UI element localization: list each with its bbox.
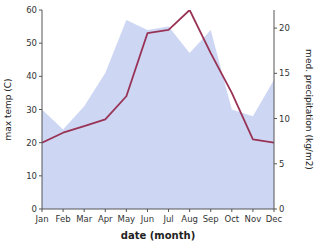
y-tick-label: 10 [26,171,37,181]
x-axis-line [42,209,274,210]
y2-tick [274,73,277,74]
y2-axis-label: med. precipitation (kg/m2) [304,49,314,170]
x-tick-label: Feb [56,214,71,224]
y-tick [39,109,42,110]
y2-tick [274,209,277,210]
x-tick-label: Nov [245,214,262,224]
x-tick-label: May [118,214,136,224]
x-tick [105,209,106,212]
y2-tick [274,28,277,29]
x-tick-label: Aug [181,214,198,224]
y-tick [39,209,42,210]
y-tick [39,43,42,44]
y-tick [39,142,42,143]
y-tick [39,175,42,176]
y-tick-label: 50 [26,38,37,48]
y2-tick-label: 0 [279,204,284,214]
x-tick [84,209,85,212]
y-tick-label: 60 [26,5,37,15]
x-tick [231,209,232,212]
x-tick-label: Apr [98,214,113,224]
chart: JanFebMarAprMayJunJulAugSepOctNovDec0102… [0,0,318,247]
x-tick-label: Sep [203,214,219,224]
y-tick-label: 20 [26,138,37,148]
x-tick [126,209,127,212]
y2-tick-label: 20 [279,23,290,33]
x-tick [63,209,64,212]
x-tick [147,209,148,212]
y-tick-label: 40 [26,71,37,81]
y-axis-label: max temp (C) [3,78,13,140]
y-tick [39,10,42,11]
y2-tick [274,163,277,164]
x-tick [252,209,253,212]
x-tick-label: Jul [162,214,173,224]
y2-tick-label: 5 [279,159,284,169]
y2-tick-label: 15 [279,68,290,78]
x-tick-label: Jan [34,214,48,224]
x-tick-label: Dec [266,214,283,224]
x-tick-label: Jun [140,214,154,224]
y-tick-label: 0 [32,204,37,214]
y2-axis-line [274,10,275,209]
x-tick-label: Mar [76,214,93,224]
x-tick-label: Oct [224,214,239,224]
precipitation-area [42,20,274,209]
x-axis-label: date (month) [121,230,195,241]
y-tick [39,76,42,77]
x-tick [168,209,169,212]
y2-tick [274,118,277,119]
temperature-line [42,10,274,143]
x-tick [189,209,190,212]
y-tick-label: 30 [26,105,37,115]
x-tick [210,209,211,212]
plot-area [42,10,274,209]
y2-tick-label: 10 [279,114,290,124]
